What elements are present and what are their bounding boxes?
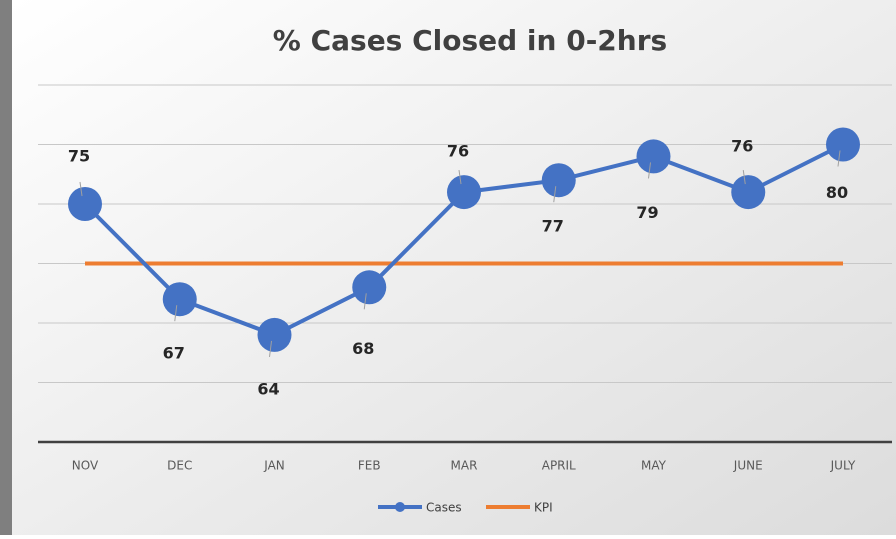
data-label: 77	[542, 217, 564, 236]
data-point	[826, 127, 860, 162]
x-tick-label: MAR	[451, 459, 478, 473]
legend-marker	[395, 502, 405, 512]
x-tick-label: JUNE	[733, 459, 763, 473]
chart-title: % Cases Closed in 0-2hrs	[273, 24, 667, 57]
data-point	[447, 175, 481, 210]
leader-line	[458, 170, 462, 185]
leader-line	[837, 150, 841, 167]
data-point	[162, 282, 197, 317]
data-label: 64	[257, 379, 279, 398]
chart-background	[12, 0, 896, 535]
data-label: 79	[636, 203, 658, 222]
leader-line	[553, 186, 557, 203]
x-tick-label: JULY	[830, 459, 856, 473]
data-label: 76	[731, 137, 753, 156]
data-point	[257, 317, 292, 352]
leader-line	[79, 181, 83, 197]
data-point	[68, 187, 102, 221]
x-tick-label: APRIL	[542, 459, 576, 473]
x-tick-label: MAY	[641, 459, 667, 473]
x-tick-label: FEB	[358, 459, 381, 473]
data-point	[731, 175, 766, 210]
data-point	[636, 139, 671, 174]
leader-line	[648, 162, 651, 179]
x-tick-label: JAN	[263, 459, 285, 473]
leader-line	[742, 170, 746, 185]
x-tick-label: DEC	[167, 459, 192, 473]
leader-line	[363, 293, 367, 310]
data-label: 68	[352, 339, 374, 358]
data-point	[352, 270, 387, 305]
data-label: 80	[826, 183, 848, 202]
leader-line	[174, 305, 178, 322]
data-point	[541, 163, 576, 198]
left-border	[0, 0, 12, 535]
leader-line	[269, 340, 272, 357]
data-label: 76	[447, 142, 469, 161]
x-tick-label: NOV	[72, 459, 99, 473]
data-label: 75	[68, 147, 90, 166]
legend-label: Cases	[426, 501, 462, 515]
data-label: 67	[163, 344, 185, 363]
legend-label: KPI	[534, 501, 553, 515]
